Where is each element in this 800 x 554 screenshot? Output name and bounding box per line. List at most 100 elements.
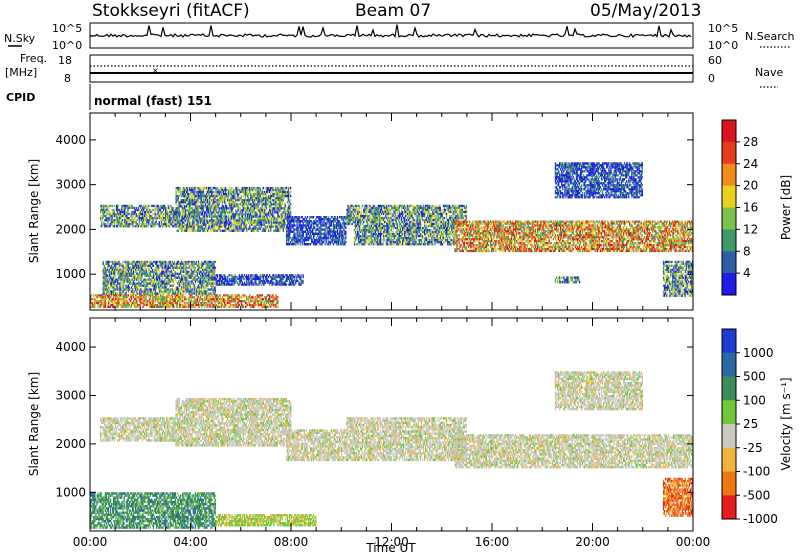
power-echo-cell	[258, 211, 260, 214]
power-echo-cell	[140, 219, 143, 222]
power-echo-cell	[193, 215, 195, 218]
power-echo-cell	[163, 217, 166, 220]
power-echo-cell	[150, 208, 152, 212]
power-echo-cell	[179, 219, 181, 222]
power-echo-cell	[225, 211, 228, 214]
power-echo-cell	[139, 225, 142, 228]
power-echo-cell	[196, 186, 198, 190]
power-echo-cell	[294, 232, 296, 235]
power-echo-cell	[159, 219, 161, 222]
power-echo-cell	[388, 204, 390, 208]
power-echo-cell	[238, 188, 240, 192]
power-echo-cell	[236, 203, 238, 206]
power-echo-cell	[213, 219, 215, 222]
power-echo-cell	[219, 213, 221, 216]
power-echo-cell	[234, 197, 236, 200]
power-echo-cell	[221, 207, 224, 210]
power-echo-cell	[201, 227, 204, 230]
power-echo-cell	[130, 210, 132, 214]
power-echo-cell	[464, 212, 467, 216]
power-echo-cell	[201, 211, 204, 214]
power-echo-cell	[224, 195, 227, 198]
power-echo-cell	[282, 199, 284, 202]
power-echo-cell	[293, 222, 295, 225]
power-echo-cell	[202, 205, 205, 208]
power-echo-cell	[202, 201, 205, 204]
power-echo-cell	[449, 229, 451, 232]
power-echo-cell	[128, 204, 130, 208]
power-echo-cell	[103, 212, 105, 216]
power-echo-cell	[369, 204, 371, 208]
power-echo-cell	[262, 213, 264, 216]
power-echo-cell	[251, 199, 253, 202]
power-echo-cell	[143, 223, 145, 226]
power-echo-cell	[143, 215, 145, 218]
power-echo-cell	[190, 227, 192, 230]
power-echo-cell	[380, 237, 382, 240]
power-echo-cell	[330, 222, 332, 225]
power-echo-cell	[220, 188, 222, 192]
power-echo-cell	[237, 205, 239, 208]
power-echo-cell	[201, 219, 204, 222]
power-echo-cell	[301, 240, 303, 244]
power-echo-cell	[262, 229, 264, 232]
power-echo-cell	[262, 203, 264, 206]
power-echo-cell	[200, 209, 202, 212]
power-echo-cell	[206, 207, 209, 210]
power-echo-cell	[265, 221, 268, 224]
power-echo-cell	[148, 212, 150, 216]
power-echo-cell	[116, 210, 119, 214]
power-echo-cell	[345, 240, 347, 244]
power-echo-cell	[119, 210, 122, 214]
power-echo-cell	[160, 217, 163, 220]
power-echo-cell	[266, 197, 269, 200]
power-echo-cell	[192, 223, 194, 226]
power-echo-cell	[273, 193, 275, 196]
power-echo-cell	[212, 201, 214, 204]
power-echo-cell	[222, 197, 225, 200]
power-echo-cell	[107, 208, 109, 212]
power-echo-cell	[256, 193, 258, 196]
power-echo-cell	[263, 211, 266, 214]
power-echo-cell	[462, 249, 464, 253]
power-echo-cell	[281, 215, 283, 218]
power-echo-cell	[271, 188, 273, 192]
power-echo-cell	[279, 190, 281, 194]
power-echo-cell	[390, 216, 392, 220]
power-echo-cell	[242, 186, 245, 190]
power-echo-cell	[271, 207, 273, 210]
power-echo-cell	[357, 243, 359, 246]
power-echo-cell	[464, 232, 467, 235]
power-echo-cell	[194, 197, 196, 200]
power-echo-cell	[196, 190, 198, 194]
power-echo-cell	[260, 213, 262, 216]
power-echo-cell	[489, 242, 492, 245]
power-echo-cell	[294, 224, 296, 227]
power-echo-cell	[360, 235, 362, 238]
power-echo-cell	[105, 215, 107, 218]
power-echo-cell	[117, 210, 120, 214]
power-echo-cell	[138, 223, 141, 226]
power-echo-cell	[252, 205, 254, 208]
power-echo-cell	[218, 227, 220, 230]
power-echo-cell	[185, 223, 188, 226]
power-echo-cell	[197, 213, 199, 216]
power-echo-cell	[220, 229, 222, 232]
power-echo-cell	[308, 222, 311, 225]
power-echo-cell	[206, 205, 209, 208]
power-echo-cell	[243, 227, 246, 230]
power-echo-cell	[193, 205, 195, 208]
power-echo-cell	[231, 188, 233, 192]
power-echo-cell	[116, 215, 119, 218]
power-echo-cell	[415, 235, 417, 238]
power-echo-cell	[456, 208, 458, 212]
power-echo-cell	[218, 201, 220, 204]
power-echo-cell	[447, 226, 449, 230]
power-echo-cell	[200, 227, 202, 230]
power-echo-cell	[238, 207, 240, 210]
power-echo-cell	[195, 205, 197, 208]
power-echo-cell	[258, 219, 260, 222]
power-echo-cell	[145, 217, 147, 220]
power-echo-cell	[224, 215, 227, 218]
power-echo-cell	[273, 221, 275, 224]
